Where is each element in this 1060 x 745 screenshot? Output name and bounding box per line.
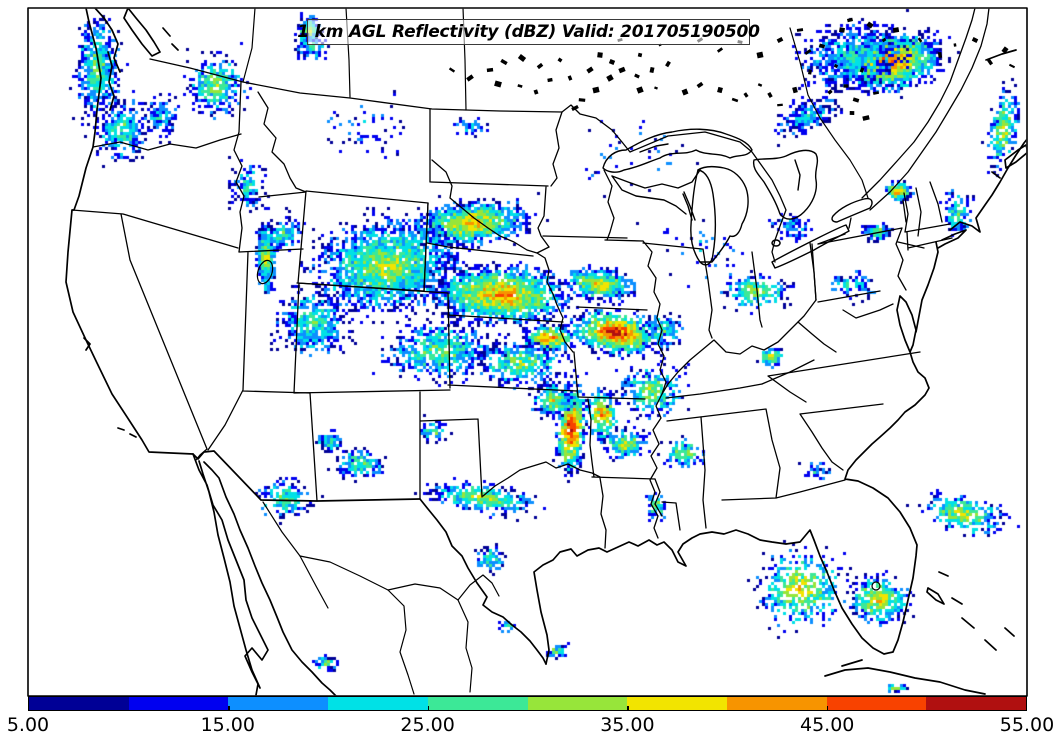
colorbar-segment [29,697,129,710]
lake-speckle [756,51,764,59]
lake-speckle [849,110,855,116]
colorbar-segment [328,697,428,710]
lake-speckle [636,86,644,94]
lake-speckle [846,17,854,23]
lake-speckle [500,58,508,66]
lake-speckle [494,80,502,88]
lake-speckle [792,86,798,94]
lake-speckle [986,58,994,66]
colorbar-segment [726,697,827,710]
lake-speckle [862,115,870,121]
lake-speckle [1001,46,1009,54]
lake-speckle [533,89,539,95]
lake-speckle [767,92,773,98]
great-lakes [602,128,873,269]
lake-speckle [1008,63,1016,69]
colorbar-tick-label: 15.00 [200,714,255,736]
lake-speckle [567,75,573,81]
figure-title: 1 km AGL Reflectivity (dBZ) Valid: 20170… [297,22,760,42]
colorbar-tick-label: 55.00 [999,714,1055,736]
lake-speckle [777,103,783,107]
colorbar-segment [826,697,927,710]
lake-speckle [606,74,614,82]
lake-speckle [681,88,689,96]
lake-speckle [859,67,865,73]
lake-speckle [717,86,723,94]
lake-speckle [634,73,640,79]
lake-speckle [833,63,839,69]
lake-speckle [608,59,616,65]
lake-speckle [597,52,603,58]
mexico-borders [262,501,500,695]
lake-speckle [917,37,923,43]
lake-speckle [486,67,494,73]
lake-speckle [448,67,456,73]
lake-speckle [971,37,979,43]
colorbar-segment [926,697,1027,710]
lake-okeechobee [871,581,881,591]
lake-speckle [547,77,553,83]
lake-speckle [827,89,833,95]
lake-speckle [696,81,704,89]
lake-speckle [731,97,739,103]
title-box: 1 km AGL Reflectivity (dBZ) Valid: 20170… [297,19,760,45]
lake-speckle [637,52,643,58]
lake-speckle [466,74,474,82]
lake-speckle [517,54,527,62]
colorbar-segment [627,697,727,710]
lake-speckle [953,43,957,47]
colorbar-notch [826,706,829,710]
great-salt-lake [256,259,274,285]
colorbar-segment [427,697,528,710]
lake-speckle [872,91,880,95]
lake-speckle [818,43,826,49]
lake-speckle [843,84,849,88]
lake-speckle [796,28,804,32]
lake-speckle [716,47,724,53]
lake-speckle [892,27,900,33]
lake-speckle [743,92,749,98]
canada-borders [149,8,990,263]
lake-speckle [649,66,655,74]
lake-speckle [776,36,784,44]
colorbar-tick-label: 5.00 [6,714,50,736]
lake-speckle [937,51,943,59]
colorbar-notch [228,706,230,710]
colorbar-notch [627,706,629,710]
lake-speckle [517,84,523,88]
lake-speckle [665,60,671,68]
lake-speckle [852,97,860,103]
lake-speckle [536,62,544,70]
colorbar-tick-label: 35.00 [600,714,655,736]
colorbar [28,696,1027,711]
lake-speckle [571,104,579,112]
small-lakes [256,259,881,591]
colorbar-tick-label: 45.00 [799,714,855,736]
colorbar-labels: 5.00 15.00 25.00 35.00 45.00 55.00 [7,714,1054,740]
colorbar-segment [128,697,229,710]
lake-speckle [881,37,887,43]
state-borders [71,81,953,549]
colorbar-tick-label: 25.00 [400,714,455,736]
lake-speckle [807,69,813,75]
lake-speckle [618,66,626,74]
colorbar-segment [228,697,329,710]
coastlines [65,8,1027,696]
colorbar-segment [527,697,628,710]
lake-speckle [866,21,874,29]
lake-speckle [592,86,600,94]
lake-speckle [654,86,658,90]
lake-speckle [839,27,845,33]
colorbar-notch [427,706,430,710]
lake-speckle [586,66,594,74]
lake-speckle [578,98,586,102]
lake-speckle [804,48,812,56]
lake-speckle [557,57,563,63]
lake-speckle [757,83,763,87]
